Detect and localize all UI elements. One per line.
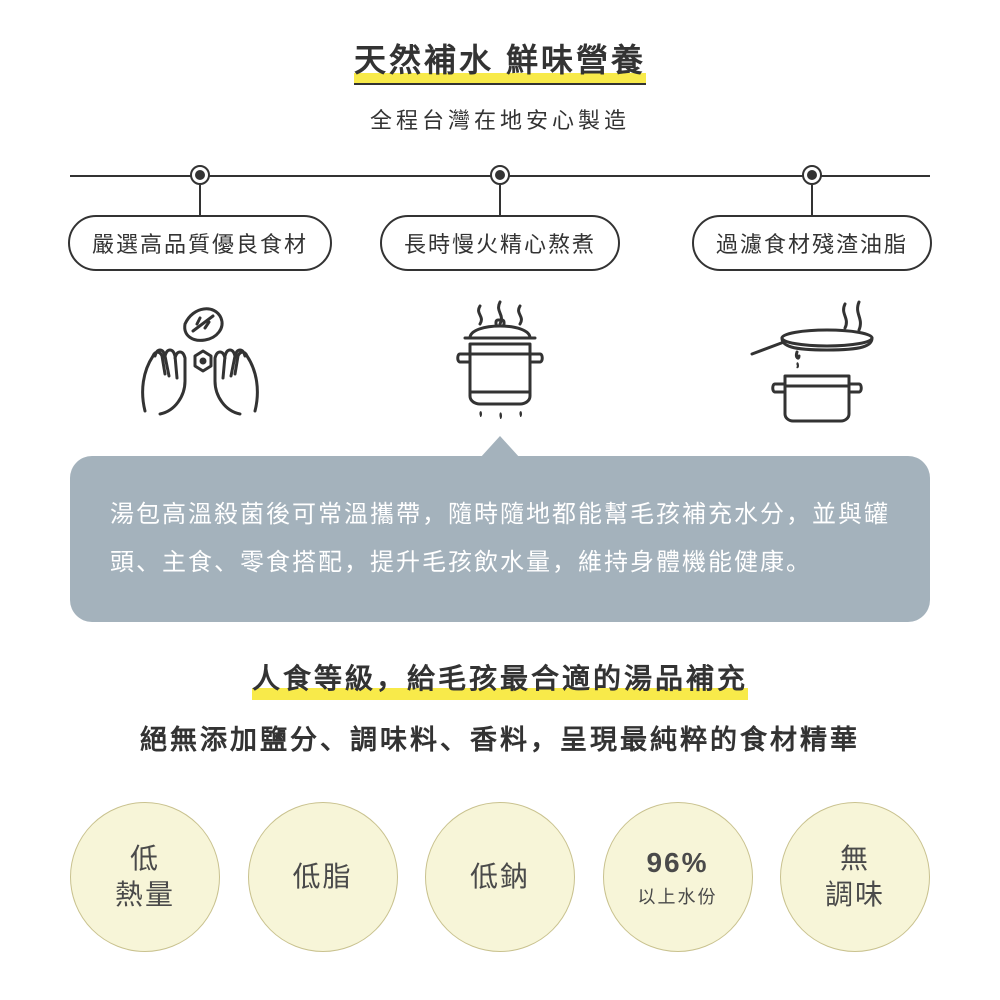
- timeline-step: 長時慢火精心熬煮: [357, 165, 644, 426]
- feature-badges: 低 熱量 低脂 低鈉 96% 以上水份 無 調味: [70, 802, 930, 952]
- badge-main: 無 調味: [825, 841, 885, 914]
- page-subtitle: 全程台灣在地安心製造: [370, 103, 630, 135]
- badge-main: 低鈉: [470, 859, 530, 895]
- step-label: 長時慢火精心熬煮: [380, 215, 620, 271]
- step-label: 嚴選高品質優良食材: [68, 215, 332, 271]
- callout-box: 湯包高溫殺菌後可常溫攜帶，隨時隨地都能幫毛孩補充水分，並與罐頭、主食、零食搭配，…: [70, 456, 930, 622]
- feature-badge: 低 熱量: [70, 802, 220, 952]
- cooking-pot-icon: [425, 296, 575, 426]
- timeline-node-icon: [802, 165, 822, 185]
- callout-text: 湯包高溫殺菌後可常溫攜帶，隨時隨地都能幫毛孩補充水分，並與罐頭、主食、零食搭配，…: [70, 456, 930, 622]
- feature-badge: 低鈉: [425, 802, 575, 952]
- feature-badge: 無 調味: [780, 802, 930, 952]
- headline-line2: 絕無添加鹽分、調味料、香料，呈現最純粹的食材精華: [140, 718, 860, 757]
- badge-main: 低 熱量: [115, 841, 175, 914]
- badge-sub: 以上水份: [638, 883, 718, 909]
- process-timeline: 嚴選高品質優良食材 長時慢火精心熬煮: [70, 165, 930, 426]
- badge-main: 低脂: [292, 859, 352, 895]
- hands-ingredients-icon: [125, 296, 275, 426]
- feature-badge: 低脂: [248, 802, 398, 952]
- timeline-node-icon: [490, 165, 510, 185]
- badge-main: 96%: [646, 845, 708, 881]
- section-headline: 人食等級，給毛孩最合適的湯品補充 絕無添加鹽分、調味料、香料，呈現最純粹的食材精…: [140, 657, 860, 757]
- step-label: 過濾食材殘渣油脂: [692, 215, 932, 271]
- page-title: 天然補水 鮮味營養: [354, 35, 646, 85]
- filter-pan-icon: [737, 296, 887, 426]
- timeline-step: 嚴選高品質優良食材: [70, 165, 357, 426]
- timeline-step: 過濾食材殘渣油脂: [643, 165, 930, 426]
- timeline-node-icon: [190, 165, 210, 185]
- callout-pointer-icon: [480, 436, 520, 458]
- headline-line1: 人食等級，給毛孩最合適的湯品補充: [252, 657, 748, 700]
- feature-badge: 96% 以上水份: [603, 802, 753, 952]
